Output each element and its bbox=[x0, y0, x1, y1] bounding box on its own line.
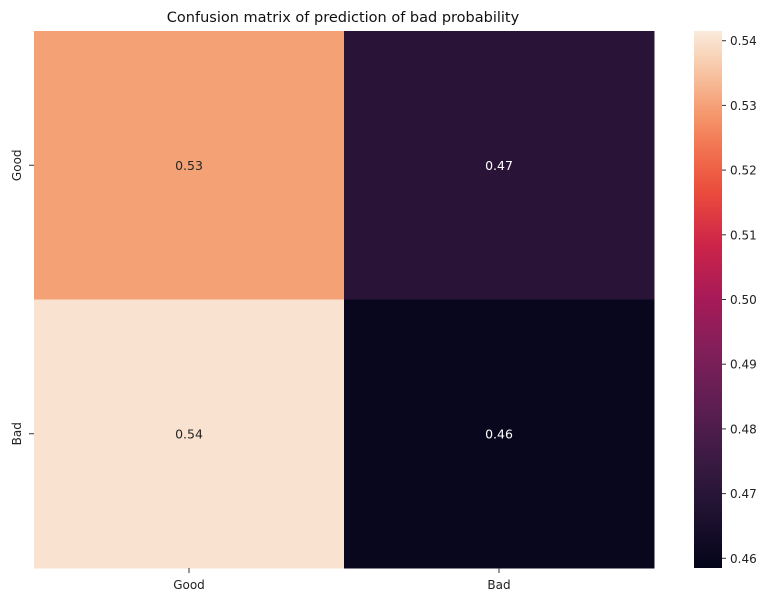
colorbar-tick-label: 0.46 bbox=[730, 552, 757, 566]
colorbar-tick-label: 0.54 bbox=[730, 34, 757, 48]
heatmap-cell bbox=[344, 31, 655, 300]
heatmap-cell bbox=[344, 299, 655, 569]
heatmap-plot-area: 0.53 0.47 0.54 0.46 bbox=[34, 31, 655, 569]
colorbar-tick-label: 0.50 bbox=[730, 293, 757, 307]
cell-value-label: 0.46 bbox=[485, 426, 513, 441]
colorbar-tick-label: 0.51 bbox=[730, 228, 757, 242]
y-tick-label: Good bbox=[10, 149, 24, 181]
colorbar-gradient bbox=[694, 31, 722, 568]
x-tick-label: Good bbox=[173, 578, 205, 592]
colorbar-tick-label: 0.49 bbox=[730, 358, 757, 372]
cell-value-label: 0.47 bbox=[485, 158, 513, 173]
colorbar: 0.46 0.47 0.48 0.49 0.50 0.51 0.52 0.53 0.54 bbox=[694, 31, 757, 568]
colorbar-tick-label: 0.52 bbox=[730, 164, 757, 178]
colorbar-tick-label: 0.53 bbox=[730, 99, 757, 113]
x-tick-label: Bad bbox=[487, 578, 510, 592]
y-axis: Good Bad bbox=[10, 149, 34, 445]
cell-value-label: 0.54 bbox=[175, 426, 203, 441]
heatmap-cell bbox=[34, 31, 345, 300]
chart-title: Confusion matrix of prediction of bad pr… bbox=[167, 10, 520, 26]
cell-value-label: 0.53 bbox=[175, 158, 203, 173]
heatmap-cell bbox=[34, 299, 345, 569]
y-tick-label: Bad bbox=[10, 422, 24, 445]
colorbar-tick-label: 0.47 bbox=[730, 487, 757, 501]
colorbar-tick-label: 0.48 bbox=[730, 422, 757, 436]
x-axis: Good Bad bbox=[173, 568, 511, 592]
